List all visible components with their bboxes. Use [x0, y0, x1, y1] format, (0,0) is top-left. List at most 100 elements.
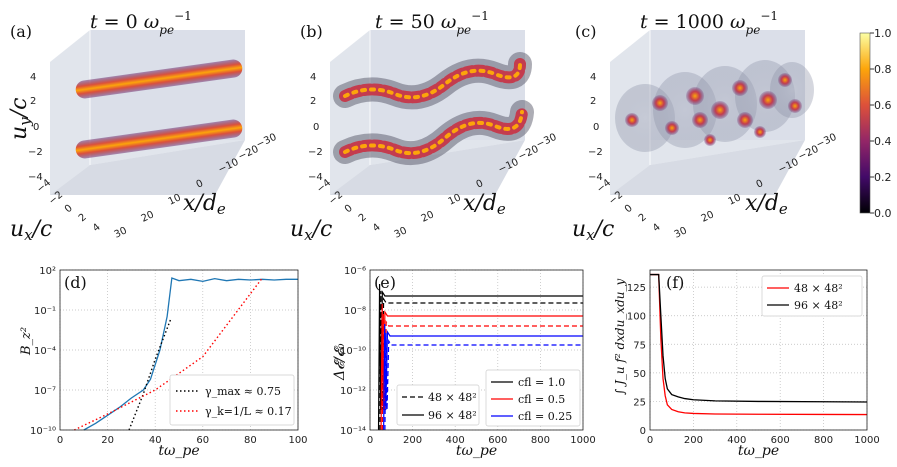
- series-line: [83, 277, 298, 431]
- panel-a-uy-ticks: 4 2 0 −2 −4: [28, 72, 43, 183]
- series-line: [73, 277, 263, 431]
- svg-text:2: 2: [637, 212, 649, 225]
- panel-b-title: t = 50 ωpe−1: [375, 9, 489, 37]
- panel-c-x-label: x/de: [745, 191, 788, 218]
- legend-box: [169, 374, 295, 426]
- x-tick-label: 800: [814, 435, 833, 446]
- svg-text:0: 0: [623, 203, 635, 216]
- y-tick-label: 10⁻¹⁰: [340, 346, 366, 357]
- svg-text:2: 2: [590, 96, 596, 107]
- cb-tick: 0.2: [874, 171, 892, 184]
- y-tick-label: 10⁻⁷: [34, 386, 56, 397]
- y-axis-label: B_z²: [19, 327, 34, 356]
- svg-text:−2: −2: [308, 147, 323, 158]
- y-tick-label: 10⁻⁸: [344, 306, 366, 317]
- svg-text:2: 2: [77, 212, 89, 225]
- legend-box: [761, 275, 863, 317]
- x-tick-label: 1000: [854, 435, 879, 446]
- svg-text:4: 4: [91, 222, 103, 235]
- panel-c: (c) t = 1000 ωpe−1 ux/c x/de 4 2 0 −2 −4…: [572, 9, 838, 244]
- svg-text:0: 0: [195, 178, 205, 191]
- cb-tick: 1.0: [874, 27, 892, 40]
- svg-text:20: 20: [700, 209, 716, 224]
- svg-text:0: 0: [475, 178, 485, 191]
- panel-b: (b) t = 50 ωpe−1 ux/c x/de 4 2 0 −2 −4 −…: [290, 9, 558, 244]
- series-line: [384, 332, 583, 431]
- x-tick-label: 200: [684, 435, 703, 446]
- svg-text:20: 20: [140, 209, 156, 224]
- panel-f-label: (f): [666, 273, 684, 292]
- plot-e: 0 200 400 600 800 1000 10⁻⁶ 10⁻⁸ 10⁻¹⁰ 10⁻¹² 10⁻¹⁴…: [332, 266, 596, 459]
- beam-upper-perturbed: [333, 52, 532, 110]
- legend-entry: cfl = 0.5: [518, 393, 565, 406]
- svg-text:0: 0: [63, 203, 75, 216]
- legend-entry: 48 × 48²: [428, 391, 477, 404]
- x-axis-label: tω_pe: [456, 443, 497, 459]
- svg-text:4: 4: [30, 72, 36, 83]
- y-tick-label: 10⁻⁴: [34, 346, 56, 357]
- x-tick-label: 800: [531, 435, 550, 446]
- y-tick-label: 10⁻¹²: [340, 386, 366, 397]
- y-tick-label: 100: [627, 312, 646, 323]
- series-line: [383, 323, 583, 431]
- x-axis-label: tω_pe: [158, 443, 199, 459]
- svg-text:30: 30: [393, 225, 409, 240]
- svg-text:10: 10: [727, 192, 743, 207]
- cb-tick: 0.4: [874, 135, 892, 148]
- x-tick-label: 600: [488, 435, 507, 446]
- legend-box: [485, 369, 581, 427]
- panel-a: (a) t = 0 ωpe−1 uy/c ux/c x/de 4 2 0 −2 …: [7, 9, 278, 244]
- svg-text:0: 0: [313, 122, 319, 133]
- x-tick-label: 80: [244, 435, 257, 446]
- legend-entry: γ_k=1/L ≈ 0.17: [205, 405, 292, 418]
- svg-text:−2: −2: [588, 147, 603, 158]
- plot-f: 0 200 400 600 800 1000 0 25 50 75 100 125 (f) ∫ J_u f…: [613, 269, 880, 459]
- panel-c-uy-ticks: 4 2 0 −2 −4: [588, 72, 603, 183]
- y-tick-label: 10²: [39, 266, 56, 277]
- legend-entry: cfl = 0.25: [518, 410, 572, 423]
- merged-beam-cloud: [615, 60, 814, 152]
- legend-entry: cfl = 1.0: [518, 376, 565, 389]
- x-tick-label: 400: [446, 435, 465, 446]
- x-tick-label: 600: [771, 435, 790, 446]
- panel-c-title: t = 1000 ωpe−1: [640, 9, 778, 37]
- svg-text:0: 0: [343, 203, 355, 216]
- svg-text:2: 2: [357, 212, 369, 225]
- panel-a-ux-label: ux/c: [10, 217, 52, 244]
- beam-lower: [75, 119, 243, 159]
- svg-text:30: 30: [673, 225, 689, 240]
- panel-e-label: (e): [374, 273, 396, 292]
- beam-upper: [75, 59, 243, 99]
- svg-text:−4: −4: [588, 172, 603, 183]
- svg-text:2: 2: [30, 96, 36, 107]
- svg-text:10: 10: [447, 192, 463, 207]
- plot-frame: [649, 269, 868, 431]
- svg-text:−30: −30: [535, 132, 559, 151]
- panel-b-x-label: x/de: [463, 191, 506, 218]
- svg-text:4: 4: [590, 72, 596, 83]
- legend-entry: 96 × 48²: [428, 409, 477, 422]
- svg-text:−2: −2: [28, 147, 43, 158]
- svg-text:0: 0: [593, 122, 599, 133]
- beam-lower-perturbed: [333, 100, 534, 165]
- plot-frame: [369, 269, 584, 431]
- series-line: [650, 273, 868, 416]
- x-tick-label: 1000: [570, 435, 595, 446]
- svg-text:4: 4: [371, 222, 383, 235]
- legend-entry: 48 × 48²: [794, 282, 843, 295]
- x-tick-label: 0: [57, 435, 63, 446]
- panel-b-ux-label: ux/c: [290, 217, 332, 244]
- svg-text:4: 4: [651, 222, 663, 235]
- svg-text:30: 30: [113, 225, 129, 240]
- series-line: [128, 319, 172, 431]
- y-tick-label: 10⁻⁶: [344, 266, 366, 277]
- panel-b-label: (b): [300, 22, 323, 41]
- svg-text:−4: −4: [308, 172, 323, 183]
- legend-entry: γ_max ≈ 0.75: [205, 385, 281, 398]
- svg-text:20: 20: [420, 209, 436, 224]
- x-tick-label: 20: [101, 435, 114, 446]
- panel-b-uy-ticks: 4 2 0 −2 −4: [308, 72, 323, 183]
- y-tick-label: 10⁻¹⁰: [30, 426, 56, 437]
- x-tick-label: 40: [149, 435, 162, 446]
- svg-text:−30: −30: [255, 132, 279, 151]
